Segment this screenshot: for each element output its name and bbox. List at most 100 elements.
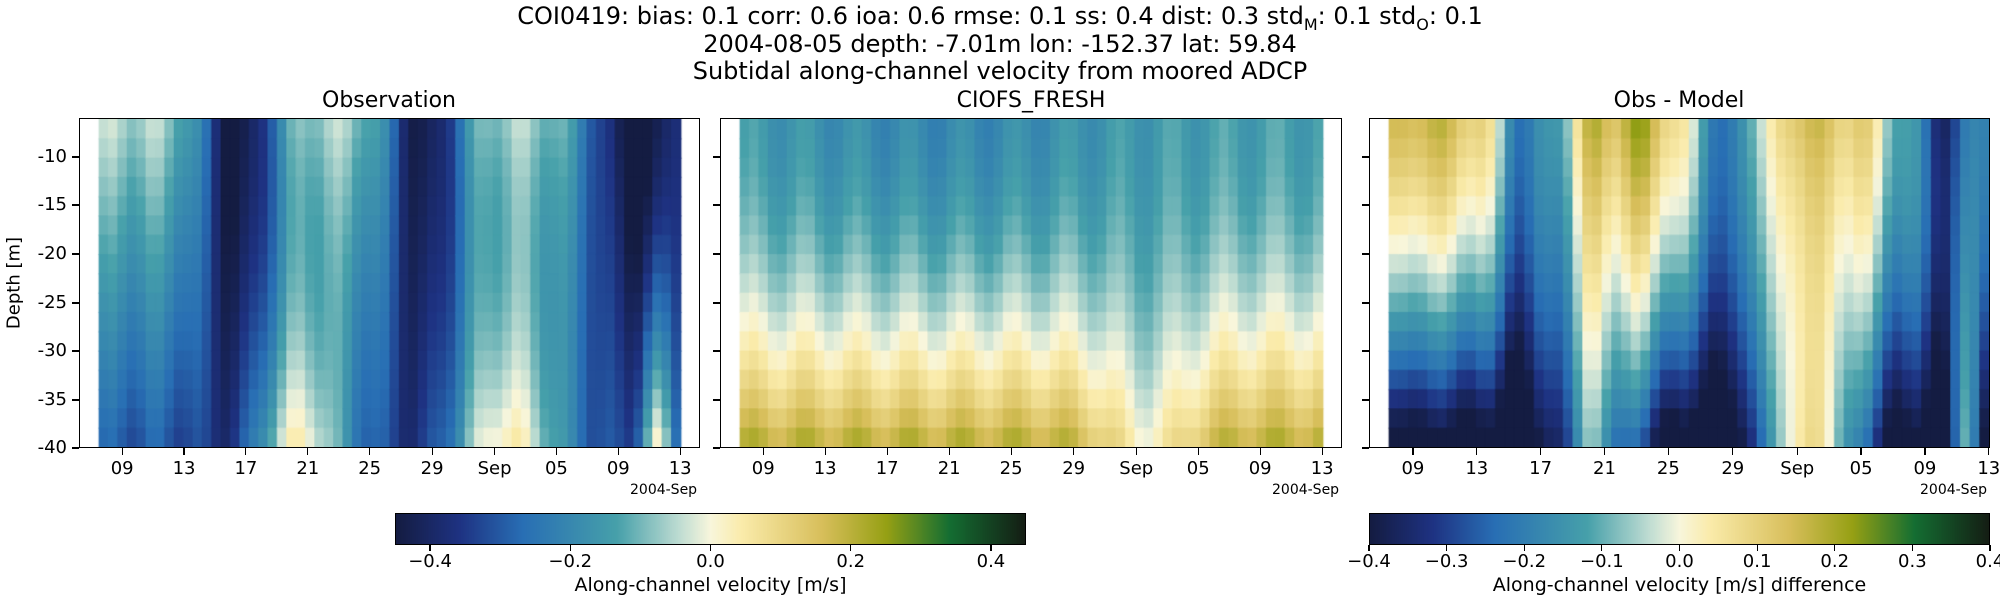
x-tick-label: Sep xyxy=(477,458,512,479)
y-tick-mark xyxy=(713,350,720,352)
stats-sub-m: M xyxy=(1303,14,1318,34)
colorbar-tick-label: −0.2 xyxy=(1502,551,1547,572)
y-tick-mark xyxy=(713,399,720,401)
x-offset-label: 2004-Sep xyxy=(630,482,698,498)
x-tick-mark xyxy=(948,448,950,455)
y-tick-label: -15 xyxy=(37,194,67,215)
x-tick-label: Sep xyxy=(1119,458,1154,479)
y-tick-label: -10 xyxy=(37,146,67,167)
panel-title-difference: Obs - Model xyxy=(1613,88,1745,113)
x-tick-mark xyxy=(1476,448,1478,455)
location-title: 2004-08-05 depth: -7.01m lon: -152.37 la… xyxy=(703,30,1297,58)
x-tick-label: 13 xyxy=(813,458,837,479)
x-tick-mark xyxy=(617,448,619,455)
y-tick-mark xyxy=(72,350,79,352)
x-tick-label: 05 xyxy=(1186,458,1210,479)
colorbar-tick-label: −0.1 xyxy=(1580,551,1624,572)
x-tick-mark xyxy=(245,448,247,455)
colorbar-tick-mark xyxy=(429,545,431,551)
x-tick-mark xyxy=(1603,448,1606,455)
x-tick-label: 09 xyxy=(751,458,775,479)
x-tick-mark xyxy=(369,448,371,455)
y-tick-label: -35 xyxy=(37,389,67,410)
x-tick-mark xyxy=(762,448,764,455)
colorbar-tick-mark xyxy=(1756,545,1758,551)
x-tick-label: 13 xyxy=(668,458,692,479)
x-tick-mark xyxy=(679,448,681,455)
colorbar-tick-mark xyxy=(1989,545,1991,551)
colorbar-tick-label: −0.4 xyxy=(408,551,452,572)
x-tick-mark xyxy=(431,448,433,455)
x-tick-mark xyxy=(1010,448,1012,455)
colorbar-tick-label: 0.0 xyxy=(1665,551,1694,572)
x-tick-mark xyxy=(183,448,185,455)
x-tick-label: 13 xyxy=(1977,458,2000,479)
y-tick-mark xyxy=(713,253,720,255)
x-tick-label: 13 xyxy=(1310,458,1334,479)
colorbar-tick-mark xyxy=(850,545,852,551)
y-tick-mark xyxy=(1362,302,1369,304)
panel-title-model: CIOFS_FRESH xyxy=(956,88,1106,113)
colorbar-tick-mark xyxy=(569,545,571,551)
x-tick-mark xyxy=(1667,448,1669,455)
x-tick-label: 29 xyxy=(1062,458,1086,479)
x-tick-label: 29 xyxy=(420,458,444,479)
x-tick-mark xyxy=(1860,448,1862,455)
colorbar-tick-label: 0.4 xyxy=(1975,551,2000,572)
y-tick-mark xyxy=(1362,156,1369,158)
colorbar-velocity xyxy=(395,513,1026,545)
x-tick-mark xyxy=(1321,448,1323,455)
colorbar-tick-label: 0.1 xyxy=(1742,551,1772,572)
x-tick-label: 25 xyxy=(1656,458,1680,479)
x-tick-label: 09 xyxy=(1248,458,1272,479)
y-tick-label: -40 xyxy=(37,437,67,458)
y-tick-mark xyxy=(72,253,79,255)
y-tick-mark xyxy=(1362,399,1369,401)
y-tick-mark xyxy=(713,204,720,206)
x-tick-mark xyxy=(1135,448,1137,455)
colorbar-tick-mark xyxy=(1911,545,1913,551)
x-tick-label: Sep xyxy=(1780,458,1815,479)
x-tick-mark xyxy=(555,448,558,455)
x-tick-label: 13 xyxy=(172,458,196,479)
stats-title-pre: COI0419: bias: 0.1 corr: 0.6 ioa: 0.6 rm… xyxy=(517,2,1304,30)
x-tick-label: 21 xyxy=(296,458,320,479)
x-tick-mark xyxy=(1988,448,1990,455)
y-tick-label: -25 xyxy=(37,292,67,313)
x-tick-label: 17 xyxy=(234,458,258,479)
y-tick-mark xyxy=(1362,253,1369,255)
colorbar-tick-label: 0.3 xyxy=(1898,551,1927,572)
x-tick-mark xyxy=(886,448,888,455)
stats-title: COI0419: bias: 0.1 corr: 0.6 ioa: 0.6 rm… xyxy=(0,2,2000,39)
x-tick-label: 09 xyxy=(606,458,630,479)
stats-sub-o: O xyxy=(1416,14,1429,34)
x-offset-label: 2004-Sep xyxy=(1920,482,1988,498)
y-tick-mark xyxy=(72,156,79,158)
y-tick-mark xyxy=(1362,447,1369,449)
x-tick-label: 05 xyxy=(544,458,568,479)
y-tick-mark xyxy=(1362,350,1369,352)
colorbar-tick-mark xyxy=(1446,545,1448,551)
heatmap-difference xyxy=(1369,118,1990,448)
x-tick-label: 25 xyxy=(358,458,382,479)
stats-title-mid: : 0.1 std xyxy=(1317,2,1417,30)
x-tick-label: 29 xyxy=(1721,458,1745,479)
colorbar-tick-label: 0.2 xyxy=(836,551,866,572)
y-tick-mark xyxy=(72,399,79,401)
x-tick-mark xyxy=(1732,448,1734,455)
x-tick-mark xyxy=(1073,448,1075,455)
stats-title-post: : 0.1 xyxy=(1428,2,1483,30)
x-tick-label: 09 xyxy=(110,458,134,479)
colorbar-velocity-label: Along-channel velocity [m/s] xyxy=(574,574,847,596)
y-tick-mark xyxy=(713,447,720,449)
colorbar-tick-mark xyxy=(990,545,992,551)
x-offset-label: 2004-Sep xyxy=(1272,482,1340,498)
colorbar-tick-label: −0.3 xyxy=(1424,551,1469,572)
x-tick-mark xyxy=(824,448,826,455)
x-tick-label: 21 xyxy=(937,458,961,479)
colorbar-tick-mark xyxy=(1523,545,1525,551)
x-tick-mark xyxy=(1540,448,1542,455)
x-tick-mark xyxy=(121,448,123,455)
y-tick-mark xyxy=(713,302,720,304)
y-tick-label: -30 xyxy=(37,340,67,361)
